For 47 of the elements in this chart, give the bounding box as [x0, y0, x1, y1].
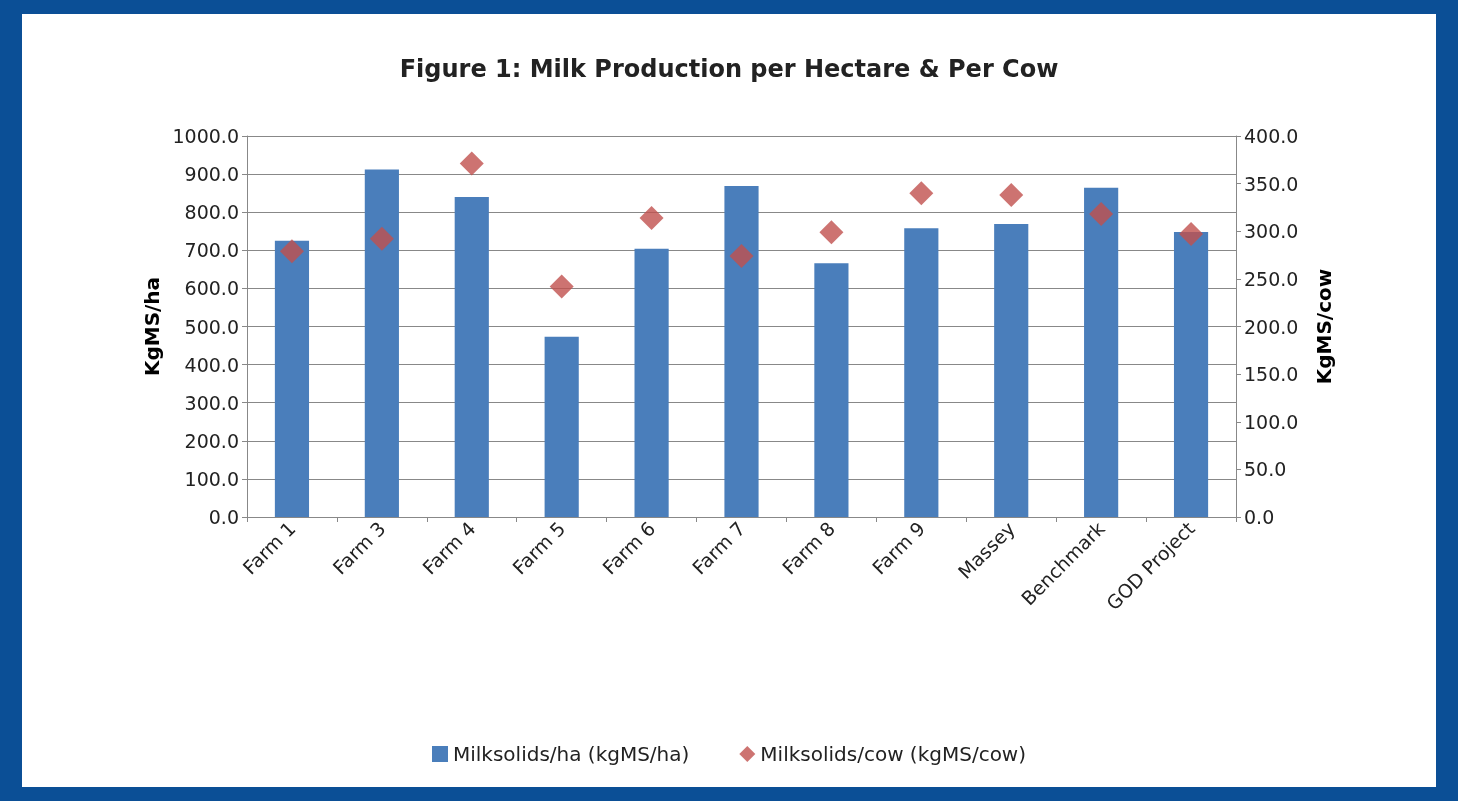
y2-tick-label: 150.0 — [1244, 363, 1299, 386]
chart-title: Figure 1: Milk Production per Hectare & Per Cow — [399, 55, 1059, 83]
y-tick-label: 300.0 — [184, 391, 239, 414]
point — [459, 151, 484, 176]
point — [549, 274, 574, 299]
y-tick-label: 500.0 — [184, 315, 239, 338]
y2-tick-label: 50.0 — [1244, 458, 1287, 481]
point — [639, 205, 664, 230]
y2-tick-label: 400.0 — [1244, 125, 1299, 147]
bar — [1173, 232, 1209, 517]
y2-tick-label: 350.0 — [1244, 172, 1299, 195]
bar — [994, 224, 1029, 517]
bar — [454, 196, 489, 517]
point — [279, 239, 304, 264]
point — [909, 181, 934, 206]
point — [819, 220, 844, 245]
bar — [364, 169, 399, 517]
y-tick-label: 700.0 — [184, 239, 239, 262]
legend-label: Milksolids/cow (kgMS/cow) — [760, 742, 1027, 766]
y-axis-title: KgMS/ha — [139, 276, 164, 377]
bar — [274, 240, 310, 517]
y-tick-label: 400.0 — [184, 353, 239, 376]
y2-tick-label: 300.0 — [1244, 220, 1299, 243]
bar — [1084, 187, 1119, 517]
bar — [724, 185, 759, 517]
y2-tick-label: 250.0 — [1244, 267, 1299, 290]
y2-tick-label: 100.0 — [1244, 410, 1299, 433]
point — [1089, 202, 1114, 227]
y-tick-label: 1000.0 — [172, 125, 239, 147]
bar — [544, 336, 579, 517]
point — [369, 226, 394, 251]
bar — [634, 248, 669, 517]
y-tick-label: 0.0 — [208, 506, 239, 528]
y-tick-label: 800.0 — [184, 201, 239, 224]
y2-tick-label: 0.0 — [1244, 506, 1275, 528]
y-tick-label: 100.0 — [184, 467, 239, 490]
point — [729, 244, 754, 269]
point — [999, 183, 1024, 208]
y-tick-label: 900.0 — [184, 163, 239, 186]
legend-label: Milksolids/ha (kgMS/ha) — [452, 742, 690, 766]
point — [1179, 222, 1204, 247]
y-tick-label: 600.0 — [184, 277, 239, 300]
y2-tick-label: 200.0 — [1244, 315, 1299, 338]
bar — [904, 228, 939, 517]
y-tick-label: 200.0 — [184, 429, 239, 452]
bar — [814, 263, 849, 517]
y2-axis-title: KgMS/cow — [1312, 268, 1336, 385]
